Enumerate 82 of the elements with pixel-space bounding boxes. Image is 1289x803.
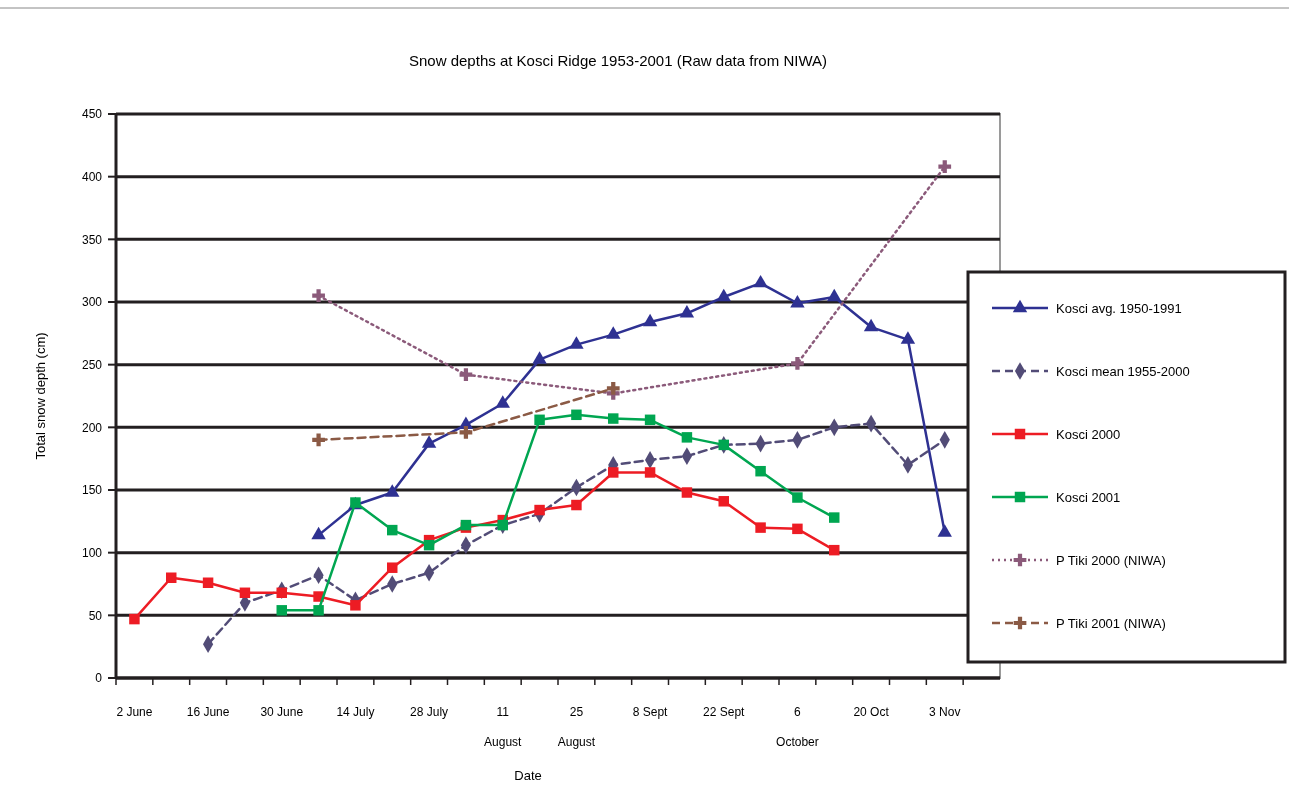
point — [608, 413, 619, 424]
point — [571, 409, 582, 421]
point — [571, 499, 582, 511]
point — [534, 414, 545, 426]
point — [755, 522, 766, 533]
point — [276, 587, 287, 599]
category-label: 11 August — [484, 705, 522, 749]
x-tick-label: 2 June — [116, 705, 153, 719]
point — [129, 613, 140, 625]
y-tick-label: 250 — [81, 357, 103, 372]
point — [642, 313, 658, 327]
legend-label: P Tiki 2000 (NIWA) — [1056, 552, 1166, 568]
point — [792, 492, 803, 503]
point — [753, 274, 768, 288]
y-tick-label: 150 — [81, 483, 103, 498]
point — [792, 523, 803, 535]
point — [166, 572, 177, 583]
chart-title: Snow depths at Kosci Ridge 1953-2001 (Raw data from NIWA) — [409, 52, 827, 69]
point — [718, 496, 729, 507]
point — [459, 368, 473, 382]
point — [313, 605, 324, 616]
point — [350, 600, 361, 611]
point — [202, 577, 214, 588]
point — [608, 467, 619, 478]
point — [829, 544, 840, 556]
point — [311, 526, 326, 540]
point — [534, 504, 545, 516]
legend-label: Kosci avg. 1950-1991 — [1056, 300, 1182, 316]
x-tick-label: 30 June — [260, 705, 304, 719]
point — [937, 524, 952, 537]
point — [312, 433, 325, 447]
y-tick-label: 300 — [81, 295, 103, 310]
point — [791, 357, 804, 370]
y-tick-label: 100 — [81, 545, 103, 560]
point — [644, 467, 656, 478]
y-tick-label: 50 — [88, 608, 103, 623]
category-label: 25 August — [557, 705, 596, 749]
y-tick-label: 350 — [81, 232, 103, 247]
x-tick-label: 3 Nov — [929, 705, 961, 719]
point — [790, 294, 805, 308]
x-tick-label: 28 July — [410, 705, 449, 719]
y-axis-title: Total snow depth (cm) — [33, 332, 48, 460]
y-tick-label: 450 — [81, 107, 103, 122]
point — [938, 160, 952, 173]
point — [606, 326, 621, 339]
point — [755, 465, 766, 477]
point — [459, 425, 473, 439]
point — [387, 524, 398, 536]
point — [644, 414, 656, 426]
y-tick-label: 200 — [81, 420, 103, 435]
point — [569, 336, 584, 349]
point — [423, 539, 435, 551]
x-axis-title: Date — [514, 768, 542, 783]
x-tick-label: 14 July — [336, 705, 375, 719]
point — [495, 395, 510, 408]
point — [716, 288, 731, 302]
category-label: 6 October — [776, 705, 819, 749]
point — [387, 562, 398, 573]
point — [385, 484, 400, 497]
legend-label: P Tiki 2001 (NIWA) — [1056, 615, 1166, 631]
legend-label: Kosci 2001 — [1056, 489, 1121, 505]
point — [421, 435, 437, 448]
x-tick-label: 16 June — [186, 705, 230, 719]
point — [863, 318, 879, 332]
point — [829, 512, 840, 523]
legend-label: Kosci mean 1955-2000 — [1056, 363, 1190, 379]
x-tick-label: 20 Oct — [853, 705, 890, 719]
x-tick-label: 8 Sept — [632, 705, 669, 719]
point — [239, 587, 251, 599]
point — [276, 605, 287, 616]
point — [681, 432, 693, 443]
y-tick-label: 400 — [81, 169, 103, 184]
point — [827, 288, 842, 302]
y-tick-label: 0 — [95, 671, 103, 686]
point — [606, 382, 620, 395]
legend-label: Kosci 2000 — [1056, 426, 1121, 442]
point — [900, 331, 916, 344]
x-tick-label: 22 Sept — [703, 705, 746, 719]
point — [312, 289, 325, 303]
point — [679, 304, 695, 318]
point — [532, 351, 547, 364]
point — [681, 487, 693, 498]
